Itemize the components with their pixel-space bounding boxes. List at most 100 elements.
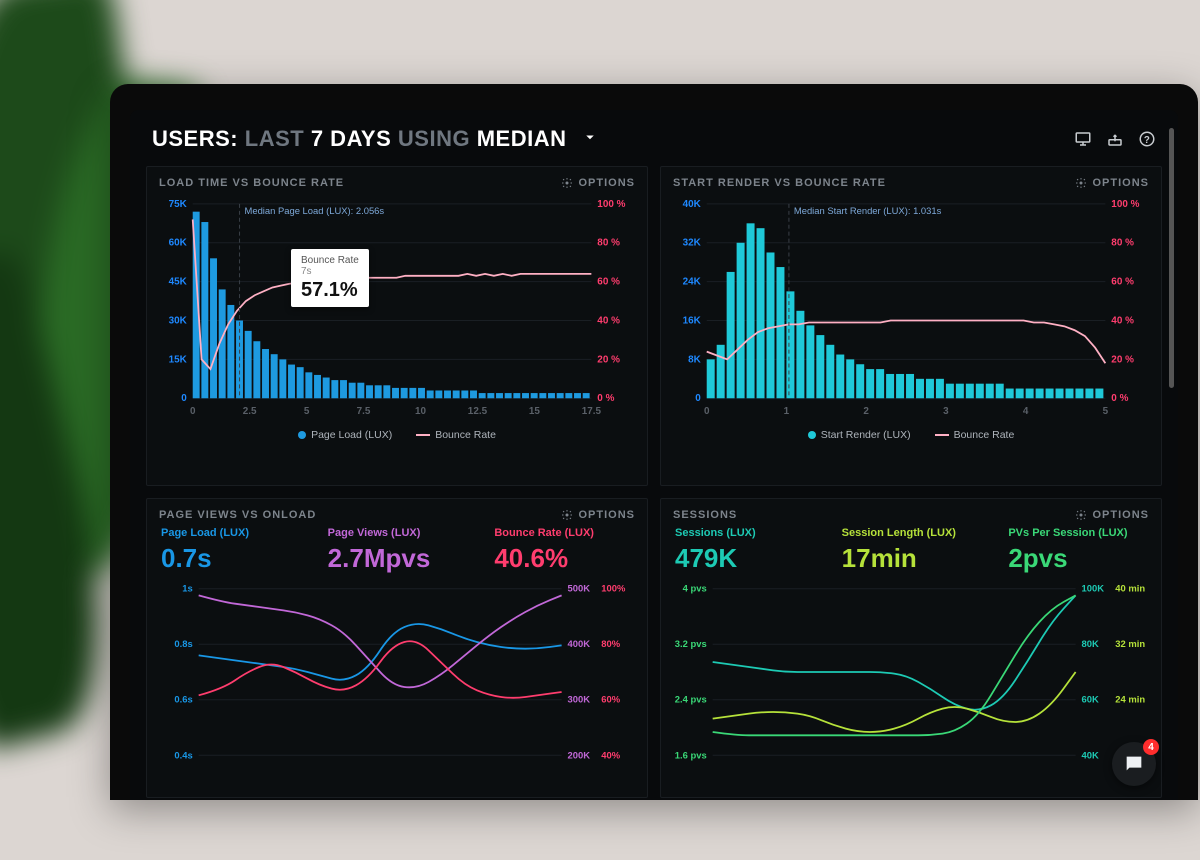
monitor-icon[interactable] <box>1074 130 1092 148</box>
svg-text:0: 0 <box>190 406 196 417</box>
gear-icon <box>1075 509 1087 521</box>
svg-text:60K: 60K <box>1082 694 1099 705</box>
help-icon[interactable]: ? <box>1138 130 1156 148</box>
svg-text:40 %: 40 % <box>597 315 620 326</box>
svg-text:0: 0 <box>704 406 710 417</box>
svg-text:12.5: 12.5 <box>468 406 488 417</box>
svg-text:80 %: 80 % <box>1111 238 1134 249</box>
svg-text:0 %: 0 % <box>597 393 614 404</box>
svg-text:80 %: 80 % <box>597 238 620 249</box>
svg-text:4: 4 <box>1023 406 1029 417</box>
svg-text:500K: 500K <box>568 583 591 594</box>
header-title[interactable]: USERS: LAST 7 DAYS USING MEDIAN <box>152 126 599 152</box>
svg-text:3.2 pvs: 3.2 pvs <box>675 638 707 649</box>
svg-text:5: 5 <box>304 406 310 417</box>
metric: Page Views (LUX)2.7Mpvs <box>328 527 469 574</box>
svg-text:80%: 80% <box>601 638 620 649</box>
panel3-metrics: Page Load (LUX)0.7s Page Views (LUX)2.7Mp… <box>161 527 635 574</box>
svg-text:2.4 pvs: 2.4 pvs <box>675 694 707 705</box>
metric: Page Load (LUX)0.7s <box>161 527 302 574</box>
panel4-metrics: Sessions (LUX)479K Session Length (LUX)17… <box>675 527 1149 574</box>
dashboard-header: USERS: LAST 7 DAYS USING MEDIAN ? <box>146 122 1162 166</box>
dashboard-screen: USERS: LAST 7 DAYS USING MEDIAN ? LOAD T… <box>130 110 1178 800</box>
svg-text:80K: 80K <box>1082 638 1099 649</box>
panel2-options[interactable]: OPTIONS <box>1075 177 1149 189</box>
panel4-title: SESSIONS <box>673 509 737 521</box>
panel2-title: START RENDER VS BOUNCE RATE <box>673 177 886 189</box>
svg-text:24 min: 24 min <box>1115 694 1145 705</box>
svg-text:0: 0 <box>695 393 701 404</box>
metric: Session Length (LUX)17min <box>842 527 983 574</box>
title-dim2: USING <box>398 126 470 151</box>
panel4-chart[interactable]: 4 pvs3.2 pvs2.4 pvs1.6 pvs100K40 min80K3… <box>673 582 1149 762</box>
svg-text:60%: 60% <box>601 694 620 705</box>
panel1-chart[interactable]: 75K100 %60K80 %45K60 %30K40 %15K20 %00 %… <box>159 195 635 425</box>
svg-text:100 %: 100 % <box>1111 199 1139 210</box>
scrollbar[interactable] <box>1169 128 1174 388</box>
panel1-tooltip: Bounce Rate 7s 57.1% <box>291 249 369 307</box>
svg-text:Median Page Load (LUX): 2.056s: Median Page Load (LUX): 2.056s <box>245 205 385 216</box>
svg-text:100%: 100% <box>601 583 626 594</box>
svg-text:16K: 16K <box>683 315 702 326</box>
title-bold2: MEDIAN <box>477 126 567 151</box>
svg-text:20 %: 20 % <box>1111 354 1134 365</box>
svg-text:7.5: 7.5 <box>357 406 371 417</box>
chevron-down-icon[interactable] <box>581 126 599 152</box>
svg-text:2: 2 <box>863 406 869 417</box>
svg-text:0.8s: 0.8s <box>174 638 192 649</box>
header-actions: ? <box>1074 130 1156 148</box>
title-dim1: LAST <box>245 126 304 151</box>
panel1-legend: Page Load (LUX) Bounce Rate <box>159 429 635 441</box>
panel1-title: LOAD TIME VS BOUNCE RATE <box>159 177 344 189</box>
svg-text:100 %: 100 % <box>597 199 625 210</box>
svg-text:24K: 24K <box>683 277 702 288</box>
svg-text:0.4s: 0.4s <box>174 749 192 760</box>
svg-text:0.6s: 0.6s <box>174 694 192 705</box>
svg-text:2.5: 2.5 <box>243 406 257 417</box>
svg-text:45K: 45K <box>169 277 188 288</box>
gear-icon <box>1075 177 1087 189</box>
svg-text:0 %: 0 % <box>1111 393 1128 404</box>
panel-start-render: START RENDER VS BOUNCE RATE OPTIONS 40K 1… <box>660 166 1162 486</box>
svg-text:0: 0 <box>181 393 187 404</box>
title-prefix: USERS: <box>152 126 238 151</box>
panel-load-time: LOAD TIME VS BOUNCE RATE OPTIONS 75K100 … <box>146 166 648 486</box>
svg-text:60 %: 60 % <box>597 277 620 288</box>
svg-text:1s: 1s <box>182 583 192 594</box>
svg-text:17.5: 17.5 <box>582 406 602 417</box>
svg-text:15: 15 <box>529 406 541 417</box>
svg-text:20 %: 20 % <box>597 354 620 365</box>
svg-text:3: 3 <box>943 406 949 417</box>
panel-sessions: SESSIONS OPTIONS Sessions (LUX)479KSessi… <box>660 498 1162 798</box>
svg-text:30K: 30K <box>169 315 188 326</box>
svg-text:1: 1 <box>784 406 790 417</box>
svg-text:60 %: 60 % <box>1111 277 1134 288</box>
svg-text:10: 10 <box>415 406 427 417</box>
svg-text:100K: 100K <box>1082 583 1105 594</box>
svg-text:32K: 32K <box>683 238 702 249</box>
metric: Bounce Rate (LUX)40.6% <box>494 527 635 574</box>
panel3-title: PAGE VIEWS VS ONLOAD <box>159 509 316 521</box>
svg-text:75K: 75K <box>169 199 188 210</box>
panel2-legend: Start Render (LUX) Bounce Rate <box>673 429 1149 441</box>
svg-text:1.6 pvs: 1.6 pvs <box>675 749 707 760</box>
panel-page-views: PAGE VIEWS VS ONLOAD OPTIONS Page Load (… <box>146 498 648 798</box>
svg-text:8K: 8K <box>688 354 702 365</box>
panel3-options[interactable]: OPTIONS <box>561 509 635 521</box>
svg-text:4 pvs: 4 pvs <box>683 583 707 594</box>
chat-widget[interactable]: 4 <box>1112 742 1156 786</box>
chat-badge: 4 <box>1143 739 1159 755</box>
gear-icon <box>561 177 573 189</box>
panel1-options[interactable]: OPTIONS <box>561 177 635 189</box>
panel4-options[interactable]: OPTIONS <box>1075 509 1149 521</box>
panel3-chart[interactable]: 1s0.8s0.6s0.4s500K100%400K80%300K60%200K… <box>159 582 635 762</box>
svg-text:40K: 40K <box>683 199 702 210</box>
svg-text:60K: 60K <box>169 238 188 249</box>
metric: Sessions (LUX)479K <box>675 527 816 574</box>
svg-text:40 min: 40 min <box>1115 583 1145 594</box>
panel2-chart[interactable]: 40K100 %32K80 %24K60 %16K40 %8K20 %00 %0… <box>673 195 1149 425</box>
svg-text:300K: 300K <box>568 694 591 705</box>
svg-text:40%: 40% <box>601 749 620 760</box>
share-icon[interactable] <box>1106 130 1124 148</box>
gear-icon <box>561 509 573 521</box>
